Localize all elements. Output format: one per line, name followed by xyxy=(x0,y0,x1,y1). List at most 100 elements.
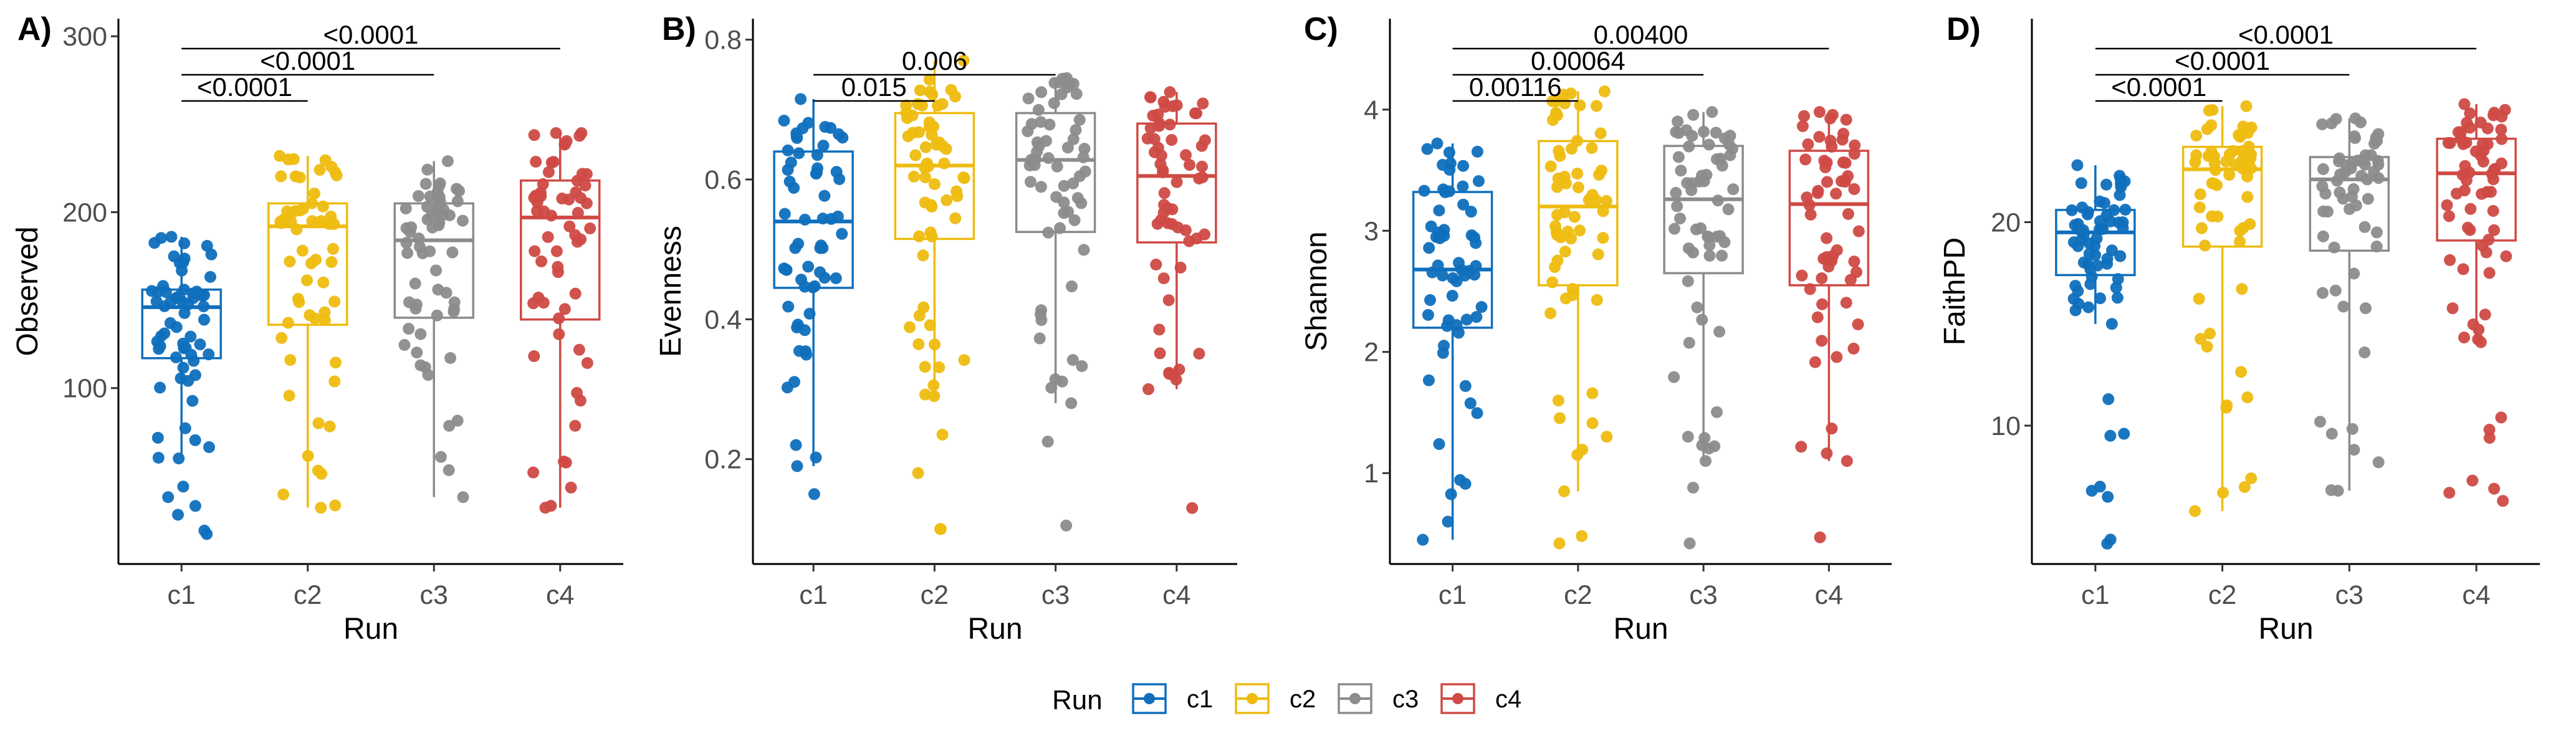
data-point xyxy=(1061,81,1073,93)
data-point xyxy=(1544,160,1557,173)
data-point xyxy=(157,280,170,292)
data-point xyxy=(2195,222,2208,234)
data-point xyxy=(2372,456,2385,469)
data-point xyxy=(789,242,802,254)
data-point xyxy=(1062,206,1075,218)
data-point xyxy=(170,351,182,363)
data-point xyxy=(2317,163,2329,175)
data-point xyxy=(2349,112,2362,125)
data-point xyxy=(2221,399,2233,412)
data-point xyxy=(451,195,464,208)
data-point xyxy=(1848,148,1860,160)
data-point xyxy=(2193,201,2206,214)
data-point xyxy=(1162,294,1175,307)
data-point xyxy=(2094,480,2106,493)
data-point xyxy=(444,351,457,364)
data-point xyxy=(2237,120,2249,133)
data-point xyxy=(194,338,206,351)
data-point xyxy=(398,339,411,351)
data-point xyxy=(1433,438,1445,451)
data-point xyxy=(1035,304,1048,317)
data-point xyxy=(1148,146,1161,158)
data-point xyxy=(1025,118,1038,130)
data-point xyxy=(836,227,848,240)
data-point xyxy=(1457,180,1469,193)
data-point xyxy=(1042,152,1055,165)
data-point xyxy=(919,388,931,401)
data-point xyxy=(1816,272,1828,284)
data-point xyxy=(2104,533,2117,546)
data-point xyxy=(1147,110,1159,122)
data-point xyxy=(151,335,163,348)
data-point xyxy=(170,292,183,304)
data-point xyxy=(274,150,286,162)
data-point xyxy=(1142,383,1154,396)
data-point xyxy=(2217,487,2229,499)
data-point xyxy=(2101,252,2114,265)
data-point xyxy=(1023,159,1036,171)
data-point xyxy=(2370,241,2383,253)
data-point xyxy=(150,295,163,308)
data-point xyxy=(800,345,812,358)
data-point xyxy=(1045,381,1058,394)
data-point xyxy=(2476,239,2489,252)
y-tick-label: 100 xyxy=(62,374,107,404)
data-point xyxy=(1826,255,1838,267)
data-point xyxy=(2237,222,2249,234)
data-point xyxy=(1475,301,1488,313)
data-point xyxy=(926,88,939,101)
legend-key-point xyxy=(1452,693,1463,704)
data-point xyxy=(2457,263,2469,275)
data-point xyxy=(2339,166,2352,178)
data-point xyxy=(1670,186,1682,199)
data-point xyxy=(401,247,414,259)
data-point xyxy=(1680,124,1693,136)
data-point xyxy=(904,321,916,333)
data-point xyxy=(1050,191,1063,203)
data-point xyxy=(1418,184,1430,197)
data-point xyxy=(1472,175,1485,188)
data-point xyxy=(1035,86,1048,98)
data-point xyxy=(198,524,211,537)
data-point xyxy=(1199,228,1211,241)
box-c1 xyxy=(773,93,854,500)
comparison-pvalue: 0.015 xyxy=(841,72,907,102)
data-point xyxy=(2236,155,2248,167)
comparison-pvalue: <0.0001 xyxy=(260,46,355,75)
data-point xyxy=(1574,224,1586,237)
data-point xyxy=(2238,481,2251,494)
data-point xyxy=(1078,244,1090,256)
data-point xyxy=(1841,455,1853,467)
data-point xyxy=(572,206,584,219)
comparison-pvalue: 0.00064 xyxy=(1531,46,1626,75)
data-point xyxy=(1672,115,1684,128)
legend-label-c4: c4 xyxy=(1495,686,1521,713)
data-point xyxy=(527,466,540,479)
data-point xyxy=(443,464,455,476)
data-point xyxy=(2362,193,2374,205)
data-point xyxy=(914,84,926,97)
data-point xyxy=(1703,239,1716,251)
data-point xyxy=(400,237,413,249)
data-point xyxy=(1836,133,1849,146)
data-point xyxy=(814,242,826,254)
data-point xyxy=(1799,153,1812,166)
data-point xyxy=(1071,192,1084,204)
data-point xyxy=(1804,208,1817,221)
data-point xyxy=(909,149,922,161)
data-point xyxy=(305,197,318,209)
data-point xyxy=(1601,431,1613,443)
y-axis-title: Evenness xyxy=(654,226,687,357)
data-point xyxy=(560,456,572,469)
data-point xyxy=(1683,140,1695,153)
data-point xyxy=(1061,72,1073,84)
data-point xyxy=(782,144,794,156)
data-point xyxy=(1697,125,1710,138)
data-point xyxy=(928,178,941,191)
data-point xyxy=(825,213,838,225)
legend-entry-c1: c1 xyxy=(1132,683,1213,714)
panel-label: B) xyxy=(662,11,696,47)
data-point xyxy=(2090,232,2103,245)
data-point xyxy=(1164,118,1176,131)
data-point xyxy=(1816,298,1829,310)
